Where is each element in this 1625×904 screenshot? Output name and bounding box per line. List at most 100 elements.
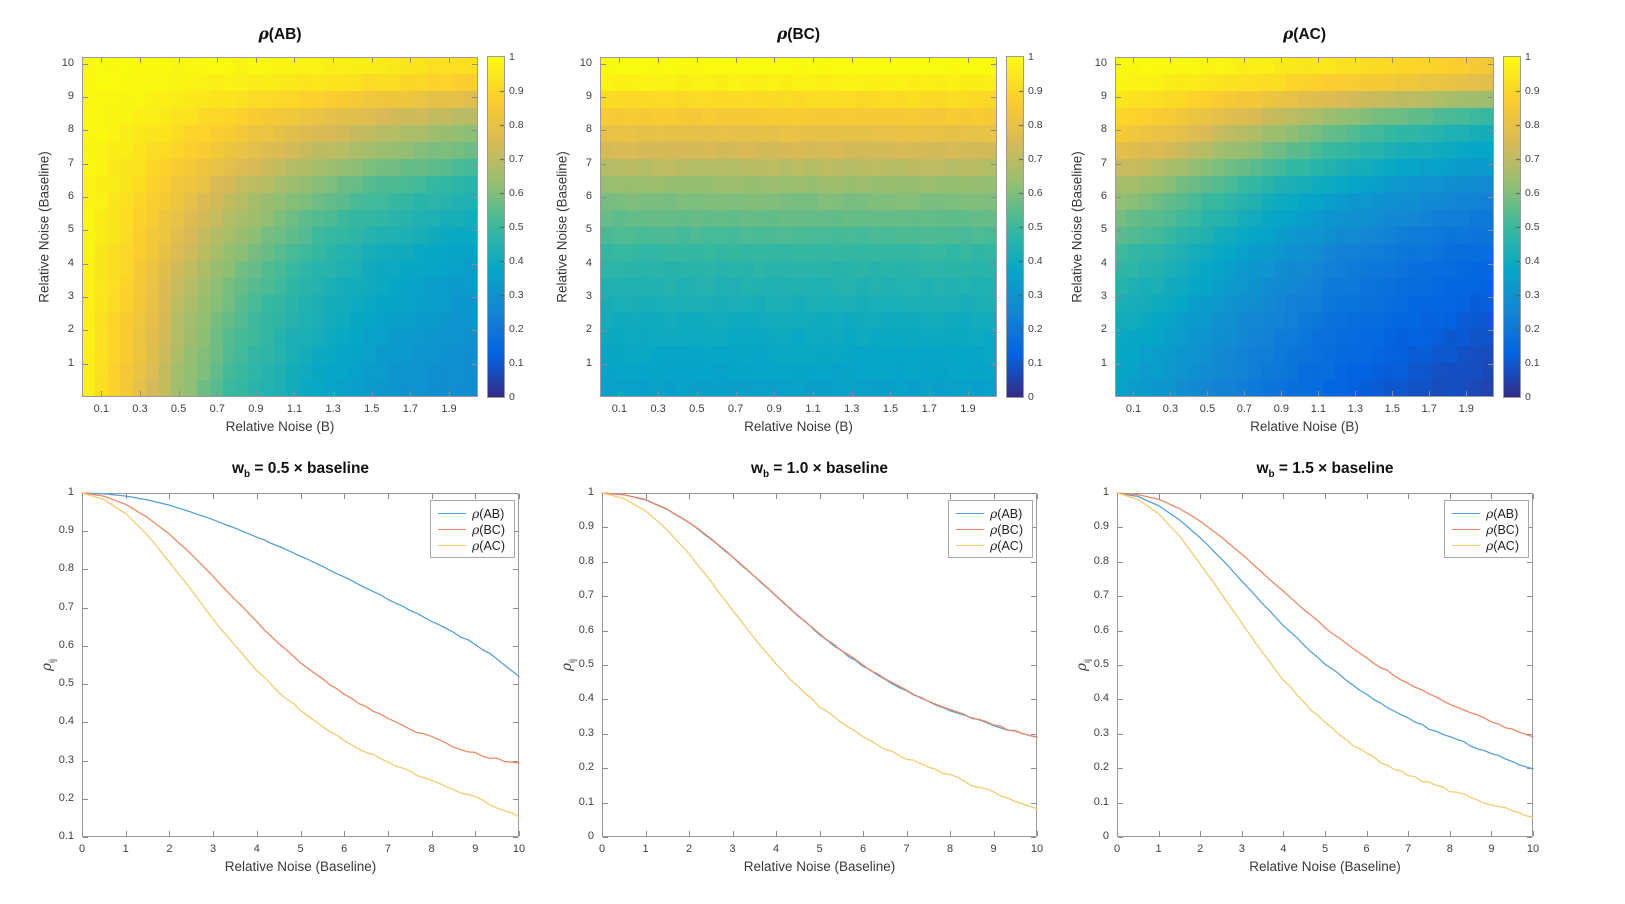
title-text: w (231, 460, 245, 477)
axes-overlay (600, 57, 997, 397)
legend-text: (AC) (479, 538, 505, 553)
x-tick-label: 1.7 (402, 403, 419, 415)
ylabel-subscript: ij (566, 659, 577, 664)
y-tick-label: 7 (67, 156, 74, 169)
legend-label: ρ(BC) (990, 522, 1023, 537)
y-tick-label: 1 (587, 486, 594, 498)
legend-row: ρ(AC) (1451, 537, 1519, 553)
title-subscript: b (763, 469, 770, 481)
x-axis-label: Relative Noise (B) (1250, 419, 1359, 434)
ylabel-rho: ρ (559, 663, 576, 671)
y-tick-label: 10 (61, 56, 74, 69)
y-tick-label: 0.7 (58, 600, 74, 613)
y-tick-label: 0.9 (1093, 520, 1109, 533)
title-subscript: b (244, 469, 251, 481)
x-tick-label: 0.3 (650, 403, 666, 415)
x-tick-label: 1.9 (441, 403, 457, 415)
x-axis-label: Relative Noise (B) (225, 419, 335, 434)
y-tick-label: 5 (67, 223, 74, 236)
x-tick-label: 9 (990, 843, 997, 855)
y-tick-label: 4 (585, 256, 592, 269)
x-tick-label: 1 (1155, 843, 1162, 855)
colorbar-tick-label: 0.2 (1525, 323, 1540, 335)
title-rho: ρ (1282, 24, 1294, 43)
ylabel-rho: ρ (1074, 663, 1091, 671)
legend-label: ρ(AC) (990, 538, 1023, 553)
colorbar-tick-label: 0.2 (1028, 323, 1043, 335)
y-tick-label: 0.4 (1093, 692, 1109, 705)
x-tick-label: 0.7 (1236, 403, 1253, 415)
y-axis-label: Relative Noise (Baseline) (554, 151, 570, 303)
x-tick-label: 3 (210, 843, 217, 855)
x-tick-label: 1 (642, 843, 649, 855)
y-tick-label: 0.2 (58, 791, 74, 804)
legend-label: ρ(BC) (472, 522, 505, 537)
x-tick-label: 5 (816, 843, 823, 855)
y-tick-label: 7 (585, 156, 592, 169)
y-tick-label: 0.3 (1093, 726, 1109, 739)
y-tick-label: 0.4 (58, 715, 74, 728)
x-tick-label: 1.7 (921, 403, 937, 415)
line-plot-svg (601, 492, 1038, 838)
x-tick-label: 9 (1488, 843, 1495, 855)
x-tick-label: 2 (685, 843, 693, 855)
colorbar-tick-label: 0.3 (1028, 289, 1043, 301)
legend: ρ(AB) ρ(BC) ρ(AC) (429, 500, 515, 558)
y-tick-label: 0.6 (578, 623, 594, 636)
x-tick-label: 3 (1238, 843, 1245, 855)
x-tick-label: 1.9 (1458, 403, 1474, 415)
colorbar-tick-label: 1 (509, 51, 515, 63)
y-tick-label: 2 (1100, 323, 1107, 336)
x-tick-label: 1.3 (325, 403, 341, 415)
legend-row: ρ(AB) (955, 505, 1023, 521)
colorbar-tick-label: 0.9 (1028, 85, 1043, 97)
x-tick-label: 0.9 (1273, 403, 1290, 415)
y-tick-label: 0.7 (578, 589, 594, 602)
y-tick-label: 0 (587, 830, 594, 842)
colorbar-tick-label: 1 (1028, 51, 1034, 63)
legend-label: ρ(AB) (990, 506, 1022, 521)
colorbar-tick-label: 0 (1028, 391, 1034, 403)
x-tick-label: 8 (1446, 843, 1453, 855)
legend-text: (BC) (479, 522, 505, 537)
colorbar-tick-label: 0.1 (509, 357, 524, 369)
legend: ρ(AB) ρ(BC) ρ(AC) (1443, 500, 1529, 558)
x-tick-label: 7 (903, 843, 910, 855)
y-tick-label: 5 (585, 223, 592, 236)
x-axis-label: Relative Noise (Baseline) (224, 859, 377, 874)
x-tick-label: 0.5 (689, 403, 705, 415)
colorbar-gradient (1007, 57, 1023, 397)
y-tick-label: 1 (67, 486, 74, 498)
plot-title: wb = 1.0 × baseline (572, 460, 1067, 480)
y-axis-label: Relative Noise (Baseline) (1069, 151, 1085, 303)
legend-label: ρ(AC) (1486, 538, 1519, 553)
x-tick-label: 1 (122, 843, 129, 855)
x-axis-label: Relative Noise (Baseline) (1249, 859, 1401, 874)
legend-label: ρ(BC) (1486, 522, 1519, 537)
linechart-panel-wb-1.5: wb = 1.5 × baseline 0 1 2 3 4 5 6 7 8 9 10 0 0.1 0.2 0.… (1074, 460, 1539, 874)
heatmap-panel-rho-AC: ρ(AC) 0.1 0.3 0.5 0.7 0.9 1.1 1.3 1.5 1.7 1.9 1 2 3 4 5… (1070, 24, 1540, 434)
x-tick-label: 7 (384, 843, 391, 855)
y-tick-label: 2 (67, 323, 74, 336)
legend-row: ρ(AB) (437, 505, 505, 521)
axes-overlay (1115, 57, 1494, 397)
colorbar-tick-label: 0.8 (1028, 119, 1043, 131)
y-tick-label: 0.1 (1093, 795, 1109, 808)
colorbar-tick-label: 0.1 (1525, 357, 1540, 369)
colorbar-tick-label: 0 (1525, 391, 1531, 403)
legend: ρ(AB) ρ(BC) ρ(AC) (947, 500, 1033, 558)
colorbar-tick-label: 0.9 (1525, 85, 1540, 97)
colorbar-gradient (1504, 57, 1520, 397)
colorbar-tick-label: 0.7 (1525, 153, 1540, 165)
y-tick-label: 5 (1100, 223, 1107, 236)
colorbar-tick-label: 0.2 (509, 323, 524, 335)
y-tick-label: 0.2 (1093, 761, 1109, 774)
heatmap-panel-rho-AB: ρ(AB) 0.1 0.3 0.5 0.7 0.9 1.1 1.3 1.5 1.7 1.9 1 2 3 4 5… (37, 24, 524, 434)
x-tick-label: 2 (1197, 843, 1204, 855)
heatmap-panel-rho-BC: ρ(BC) 0.1 0.3 0.5 0.7 0.9 1.1 1.3 1.5 1.7 1.9 1 2 3 4 5… (555, 24, 1043, 434)
y-tick-label: 6 (585, 190, 592, 202)
x-tick-label: 0.7 (209, 403, 225, 415)
x-tick-label: 10 (1526, 843, 1540, 855)
title-text: = 1.5 × baseline (1274, 460, 1394, 477)
y-tick-label: 0.1 (58, 830, 74, 842)
